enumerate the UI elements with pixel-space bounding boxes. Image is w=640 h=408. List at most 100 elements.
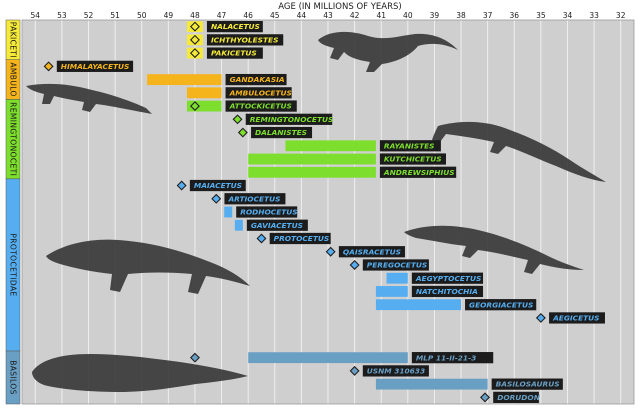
taxon-label-usnm-310633: USNM 310633: [367, 366, 425, 375]
fossil-marker-dalanistes: [237, 127, 248, 138]
taxon-label-bg: [269, 232, 331, 245]
taxon-label-bg: [251, 126, 313, 139]
x-tick-label: 43: [323, 11, 333, 20]
taxon-label-bg: [236, 206, 298, 218]
x-tick-label: 40: [403, 11, 413, 20]
taxon-label-georgiacetus: GEORGIACETUS: [469, 300, 533, 309]
taxon-label-maiacetus: MAIACETUS: [194, 181, 242, 190]
pakicetus-silhouette: [318, 31, 458, 72]
taxon-label-bg: [411, 272, 484, 284]
taxon-label-natchitochia: NATCHITOCHIA: [416, 287, 478, 296]
fossil-marker-artiocetus: [211, 193, 222, 204]
x-tick-label: 37: [483, 11, 493, 20]
x-tick-label: 46: [243, 11, 253, 20]
taxon-label-bg: [225, 87, 292, 99]
x-axis-label: AGE (IN MILLIONS OF YEARS): [278, 2, 401, 12]
x-tick-label: 39: [430, 11, 440, 20]
taxon-label-bg: [206, 34, 284, 46]
taxon-label-attockicetus: ATTOCKICETUS: [229, 102, 292, 111]
clade-label-protocetidae: PROTOCETIDAE: [9, 233, 18, 296]
taxon-label-bg: [362, 365, 429, 377]
taxon-label-bg: [206, 21, 263, 33]
x-tick-label: 33: [589, 11, 599, 20]
taxon-label-artiocetus: ARTIOCETUS: [227, 194, 280, 203]
taxon-label-aegyptocetus: AEGYPTOCETUS: [415, 274, 481, 283]
remingtonocetus-silhouette: [432, 121, 606, 182]
fossil-marker-dorudon: [480, 392, 490, 403]
taxon-label-gandakasia: GANDAKASIA: [230, 75, 285, 84]
taxon-label-mlp-11-ii-21-3: MLP 11-II-21-3: [416, 353, 476, 362]
taxon-label-bg: [338, 246, 405, 258]
taxon-label-kutchicetus: KUTCHICETUS: [384, 155, 442, 164]
taxon-label-andrewsiphius: ANDREWSIPHIUS: [383, 168, 455, 177]
fossil-marker-aegicetus: [535, 312, 546, 323]
taxon-label-bg: [56, 60, 134, 72]
taxon-label-bg: [189, 179, 246, 192]
fossil-marker-usnm-310633: [349, 365, 360, 376]
range-bar-attockicetus: [186, 100, 222, 112]
range-bar-ambulocetus: [186, 87, 222, 99]
taxon-label-protocetus: PROTOCETUS: [274, 234, 330, 243]
clade-label-remingtonoceti: REMINGTONOCETI: [9, 102, 18, 176]
fossil-marker-mlp-11-ii-21-3: [189, 352, 200, 363]
taxon-label-gaviacetus: GAVIACETUS: [251, 221, 303, 230]
taxon-label-ichthyolestes: ICHTHYOLESTES: [211, 35, 278, 44]
taxon-label-qaisracetus: QAISRACETUS: [343, 247, 401, 256]
x-tick-label: 54: [31, 11, 41, 20]
ambulocetus-silhouette: [26, 83, 152, 114]
taxon-label-bg: [493, 391, 539, 403]
clade-bands: PAKICETI AMBULO REMINGTONOCETI PROTOCETIDAE…: [5, 19, 21, 405]
taxon-label-bg: [246, 219, 308, 231]
range-bar-kutchicetus: [248, 153, 376, 165]
fossil-marker-qaisracetus: [325, 246, 336, 257]
x-tick-label: 50: [137, 11, 147, 20]
x-tick-label: 53: [57, 11, 67, 20]
taxon-label-bg: [379, 140, 441, 152]
x-tick-label: 35: [536, 11, 546, 20]
range-bar-gandakasia: [147, 74, 222, 86]
taxon-label-bg: [379, 153, 446, 165]
range-bar-georgiacetus: [375, 299, 462, 311]
taxon-label-bg: [362, 259, 429, 271]
taxon-label-bg: [225, 100, 297, 112]
x-tick-label: 51: [110, 11, 120, 20]
range-bar-andrewsiphius: [248, 166, 376, 178]
taxon-label-bg: [411, 285, 484, 298]
taxon-label-bg: [465, 299, 537, 311]
taxon-label-ambulocetus: AMBULOCETUS: [229, 88, 292, 97]
x-tick-label: 49: [164, 11, 174, 20]
range-bar-rayanistes: [285, 140, 376, 152]
x-tick-label: 36: [509, 11, 519, 20]
plot-frame: [21, 19, 635, 405]
x-tick-label: 47: [217, 11, 227, 20]
fossil-marker-ichthyolestes: [189, 34, 200, 45]
taxon-label-remingtonocetus: REMINGTONOCETUS: [250, 115, 334, 124]
protocetus-silhouette: [46, 239, 250, 294]
fossil-marker-pakicetus: [189, 48, 200, 59]
x-tick-label: 52: [84, 11, 94, 20]
x-axis-ticks: 54 53 52 51 50 49 48 47 46 45 44 43 42 41 40 39 38 37 36 35…: [31, 11, 626, 20]
x-tick-label: 38: [456, 11, 466, 20]
taxon-label-bg: [411, 352, 494, 364]
georgiacetus-silhouette: [404, 225, 584, 274]
taxon-label-rodhocetus: RODHOCETUS: [240, 208, 297, 217]
range-bar-mlp-11-ii-21-3: [248, 352, 408, 364]
fossil-marker-attockicetus: [189, 101, 200, 112]
clade-label-basilos: BASILOS: [9, 360, 18, 395]
fossil-marker-peregocetus: [349, 259, 360, 270]
taxon-label-basilosaurus: BASILOSAURUS: [496, 380, 560, 389]
taxon-label-peregocetus: PEREGOCETUS: [367, 261, 427, 270]
clade-label-ambulo: AMBULO: [9, 62, 18, 96]
taxon-label-himalayacetus: HIMALAYACETUS: [61, 62, 130, 71]
x-tick-label: 45: [270, 11, 280, 20]
range-bar-basilosaurus: [375, 378, 488, 390]
taxon-label-bg: [245, 113, 333, 125]
plot-background: [21, 19, 635, 405]
taxon-labels: NALACETUS ICHTHYOLESTES PAKICETUS HIMALAYAC…: [56, 21, 605, 403]
taxon-label-dorudon: DORUDON: [497, 393, 541, 402]
range-bar-rodhocetus: [224, 206, 233, 218]
fossil-marker-himalayacetus: [43, 61, 54, 72]
x-tick-label: 32: [616, 11, 626, 20]
taxon-label-bg: [549, 312, 605, 324]
